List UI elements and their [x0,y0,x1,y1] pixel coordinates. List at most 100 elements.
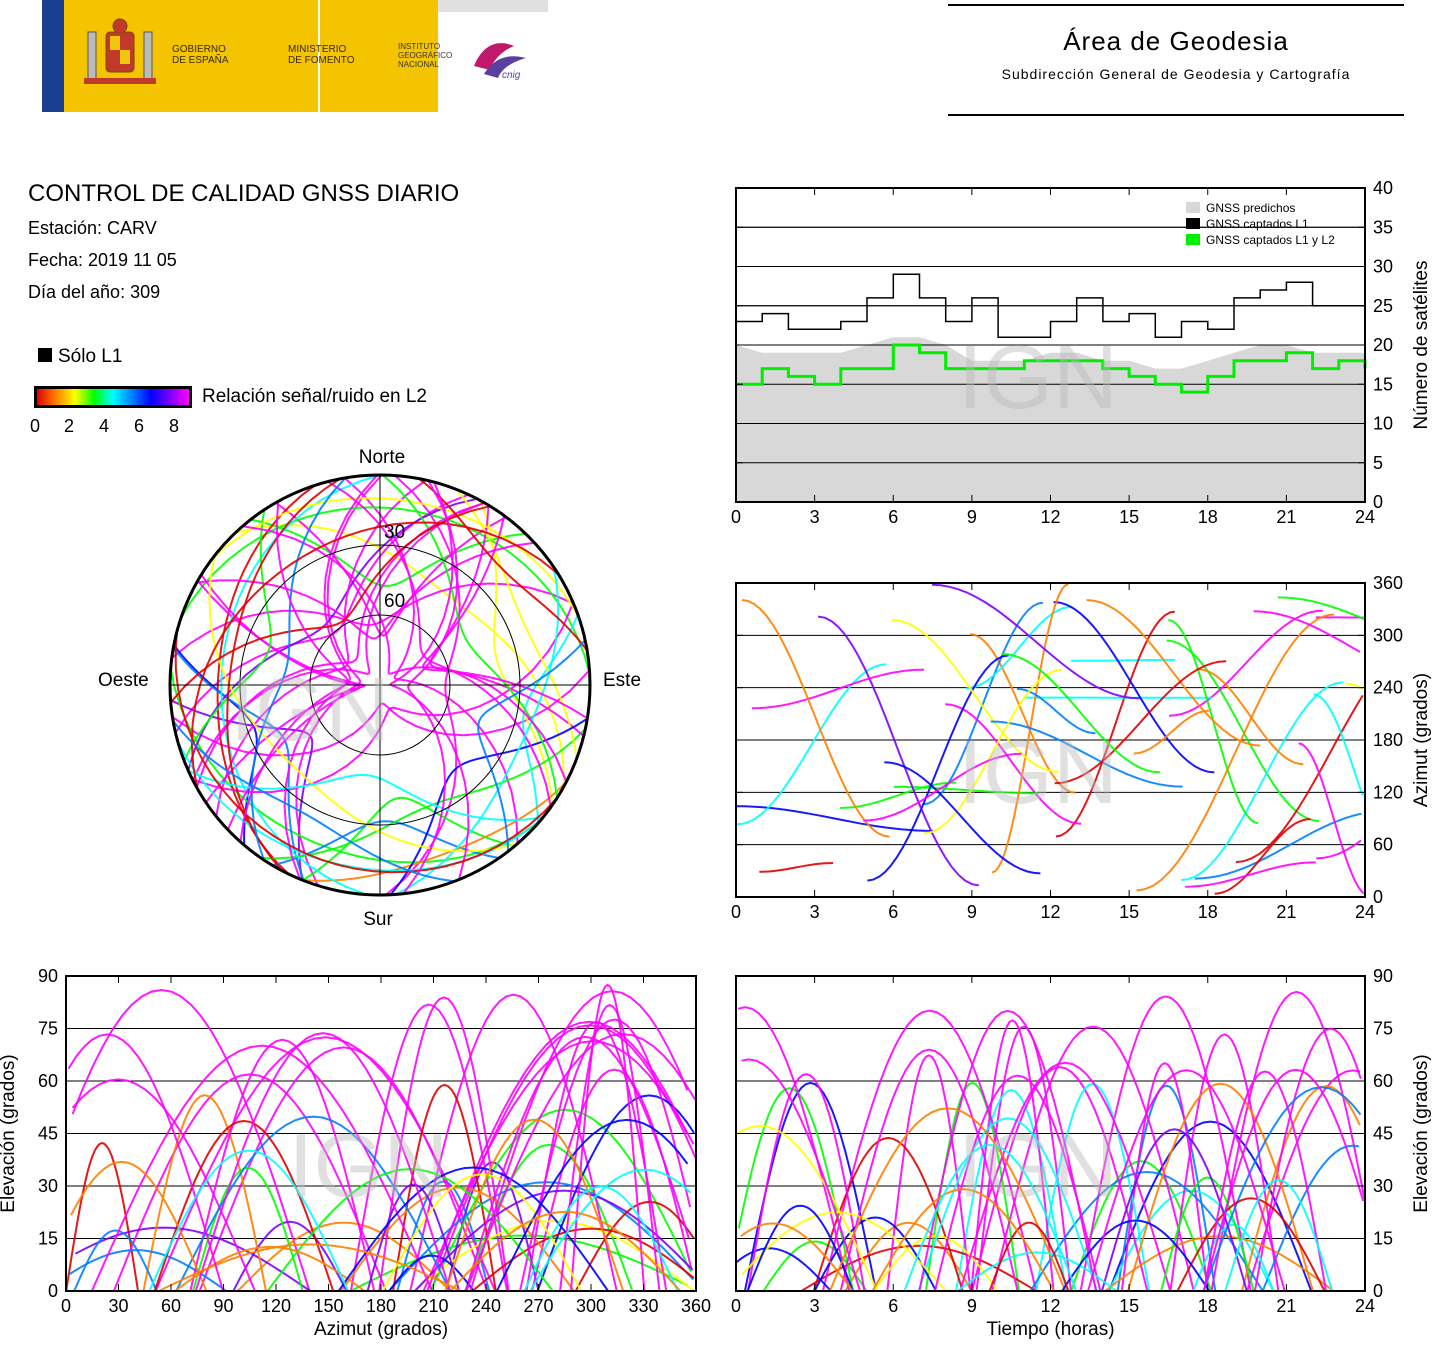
x-tick-label: 15 [1119,902,1139,922]
skyplot: Norte Sur Oeste 30 60 IGN [168,447,592,930]
legend-label: GNSS predichos [1206,201,1295,215]
ign-top-bar [438,0,548,12]
x-tick-label: 24 [1355,507,1375,527]
y-tick-label: 360 [1373,575,1403,593]
skyplot-track [479,500,553,806]
azimuth-track [1277,596,1366,621]
skyplot-track [242,525,568,783]
ring-label-60: 60 [384,591,405,612]
logo-separator [318,0,320,112]
elev-az-track [570,983,646,1292]
snr-tick: 8 [169,416,180,436]
eu-flag-strip [42,0,64,112]
x-tick-label: 360 [681,1296,711,1316]
elev-az-track [71,988,311,1292]
elev-time-track [1224,1179,1334,1292]
x-tick-label: 330 [628,1296,658,1316]
skyplot-track [389,481,470,880]
y-tick-label: 0 [1373,1281,1383,1301]
ministerio-line2: DE FOMENTO [288,55,355,66]
area-subtitle: Subdirección General de Geodesia y Carto… [1001,66,1351,82]
elev-az-track [198,1046,489,1292]
x-axis-label: Azimut (grados) [314,1319,448,1340]
skyplot-track [272,820,500,867]
skyplot-watermark: IGN [230,660,390,760]
south-label: Sur [363,909,393,930]
skyplot-track [275,501,507,637]
azimuth-track [1054,660,1227,785]
elev-time-track [991,1025,1195,1292]
elev-az-track [67,1033,224,1292]
snr-tick: 2 [64,416,75,436]
y-axis-label: Elevación (grados) [1411,1054,1432,1212]
elev-az-track [349,1003,508,1292]
elev-time-track [740,1222,854,1292]
azimuth-track [1055,610,1175,838]
station-label: Estación: CARV [28,218,157,238]
elevation-azimuth-plot: 0 30 60 90 120 150 180 210 240 270 300 330 360 0 15 30 4… [0,966,711,1340]
x-tick-label: 0 [61,1296,71,1316]
azimuth-track [965,605,1073,690]
skyplot-track [169,667,540,864]
legend-l1-only: Sólo L1 [38,346,122,368]
elev-time-track [741,1211,947,1292]
cnig-text: cnig [502,70,521,81]
east-label-text: Este [603,670,642,691]
elev-az-track [471,1227,695,1292]
y-tick-label: 35 [1373,217,1393,237]
y-tick-label: 75 [38,1019,58,1039]
north-label: Norte [359,447,405,468]
legend-swatch [1186,218,1200,229]
elev-time-track [1035,1082,1151,1292]
elev-az-track [444,1118,625,1292]
skyplot-track [418,477,588,652]
azimuth-track [923,601,1044,806]
elev-time-track [871,1188,1055,1292]
azimuth-track [990,720,1183,788]
x-tick-label: 6 [888,902,898,922]
x-tick-label: 24 [1355,1296,1375,1316]
elevation-azimuth-chart: 0 30 60 90 120 150 180 210 240 270 300 330 360 0 15 30 4… [0,966,711,1340]
elev-time-track [746,1204,854,1292]
series-l1l2-line [736,343,1367,394]
elev-time-track [959,1061,1172,1292]
elev-time-track [1203,1070,1327,1292]
elev-az-track [90,1044,434,1292]
l1-swatch [38,348,52,362]
chart-watermark: IGN [958,1117,1118,1217]
skyplot-track [200,574,362,831]
page-title: CONTROL DE CALIDAD GNSS DIARIO [28,180,460,207]
legend-label: GNSS captados L1 y L2 [1206,233,1335,247]
y-tick-label: 15 [1373,1229,1393,1249]
gobierno-text: GOBIERNO DE ESPAÑA [172,44,229,66]
legend-l1-label: Sólo L1 [58,346,123,367]
azimuth-track [840,781,957,809]
x-tick-label: 120 [261,1296,291,1316]
y-tick-label: 120 [1373,782,1403,802]
x-tick-label: 21 [1276,902,1296,922]
y-tick-label: 30 [1373,257,1393,277]
azimuth-track [1194,812,1362,880]
x-tick-label: 150 [313,1296,343,1316]
y-tick-label: 240 [1373,678,1403,698]
elev-time-track [903,1143,1078,1292]
header-logos: GOBIERNO DE ESPAÑA MINISTERIO DE FOMENTO… [42,0,548,112]
skyplot-track [239,501,350,843]
gobierno-line2: DE ESPAÑA [172,55,229,66]
x-tick-label: 12 [1040,507,1060,527]
y-tick-label: 90 [1373,966,1393,986]
azimuth-track [867,654,1009,882]
y-tick-label: 30 [38,1176,58,1196]
x-tick-label: 0 [731,1296,741,1316]
satellites-legend: GNSS predichos GNSS captados L1 GNSS capta… [1186,201,1335,247]
y-tick-label: 60 [1373,835,1393,855]
elev-time-track [1253,1027,1362,1292]
series-l1-line [736,273,1366,338]
azimuth-track [736,663,887,826]
elev-time-track [934,1074,1102,1292]
skyplot-track [169,505,491,704]
y-tick-label: 10 [1373,414,1393,434]
y-tick-label: 20 [1373,335,1393,355]
